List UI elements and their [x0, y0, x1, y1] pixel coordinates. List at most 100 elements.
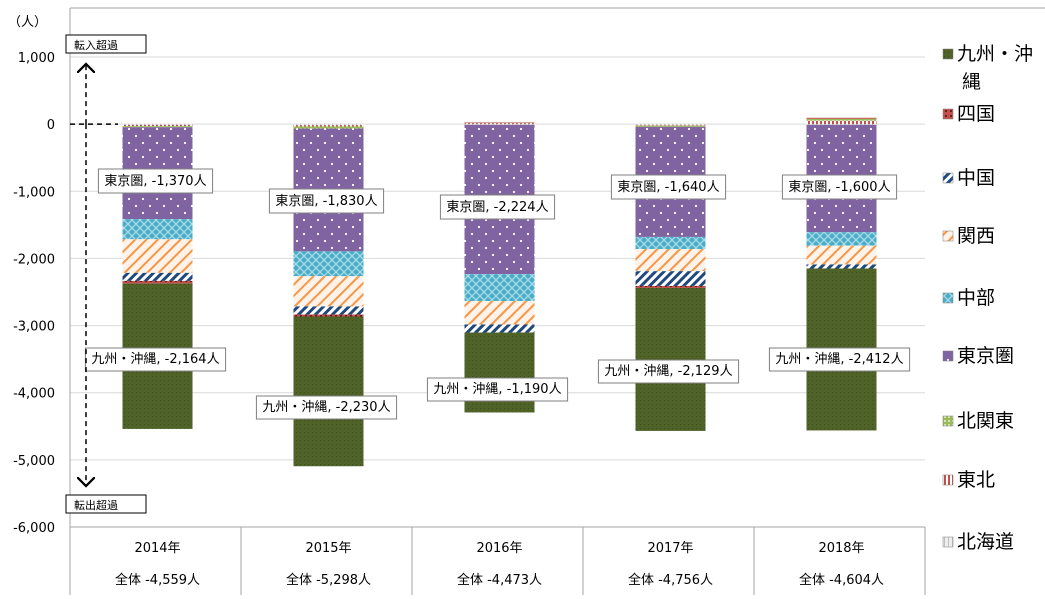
legend-swatch	[942, 415, 954, 427]
bar-segment	[464, 324, 535, 333]
bar-segment	[293, 306, 364, 315]
data-label-box	[781, 174, 898, 200]
total-label: 全体 -4,604人	[799, 572, 884, 588]
legend-label: 中国	[957, 167, 995, 189]
bar-stack	[806, 117, 877, 431]
data-label-box	[597, 359, 740, 384]
data-label: 東京圏, -1,370人	[97, 168, 214, 194]
legend-swatch	[942, 350, 954, 362]
x-category-label: 2016年	[476, 541, 522, 556]
data-label: 九州・沖縄, -2,230人	[255, 395, 398, 420]
legend-label: 四国	[957, 103, 995, 125]
data-label: 東京圏, -1,600人	[781, 174, 898, 200]
legend-item: 九州・沖縄	[942, 43, 1033, 93]
bar-segment	[635, 287, 706, 431]
data-label-box	[768, 347, 911, 372]
bar-segment	[635, 124, 706, 125]
data-label: 東京圏, -2,224人	[439, 194, 556, 220]
data-label-text: 東京圏, -1,640人	[617, 179, 719, 195]
legend-swatch	[942, 48, 954, 60]
y-tick-label: -2,000	[13, 252, 55, 267]
bar-segment	[293, 126, 364, 129]
bar-segment	[806, 120, 877, 125]
data-label-box	[255, 395, 398, 420]
y-tick-label: 0	[47, 118, 55, 133]
bar-segment	[635, 285, 706, 288]
bar-segment	[122, 126, 193, 128]
bar-segment	[806, 232, 877, 246]
bar-segment	[806, 264, 877, 269]
legend-item: 東北	[942, 469, 995, 491]
legend-label: 関西	[957, 225, 995, 247]
data-label-text: 九州・沖縄, -2,164人	[91, 352, 219, 367]
bar-segment	[806, 245, 877, 265]
bar-segment	[122, 272, 193, 281]
y-tick-label: -5,000	[13, 454, 55, 469]
x-category-label: 2014年	[134, 541, 180, 556]
annotation-inflow-text: 転入超過	[74, 38, 118, 52]
legend-label: 北関東	[957, 410, 1014, 432]
data-label-text: 九州・沖縄, -2,230人	[262, 400, 390, 415]
data-label-box	[610, 174, 727, 200]
bar-segment	[293, 276, 364, 307]
bar-segment	[293, 251, 364, 277]
legend-swatch	[942, 474, 954, 486]
total-label: 全体 -5,298人	[286, 572, 371, 588]
bar-segment	[464, 122, 535, 123]
bar-segment	[635, 236, 706, 250]
legend-label: 中部	[957, 287, 995, 309]
data-label-text: 東京圏, -2,224人	[446, 199, 548, 215]
annotation-outflow: 転出超過	[65, 494, 147, 514]
data-label-box	[268, 188, 385, 214]
bar-segment	[806, 124, 877, 125]
bar-segment	[635, 125, 706, 127]
legend-label-cont: 縄	[962, 71, 981, 93]
legend-label: 北海道	[957, 531, 1014, 553]
bar-stack	[464, 122, 535, 413]
bars	[122, 117, 877, 467]
data-label: 九州・沖縄, -2,129人	[597, 359, 740, 384]
data-label: 九州・沖縄, -1,190人	[426, 377, 569, 402]
total-label: 全体 -4,473人	[457, 572, 542, 588]
bar-segment	[293, 314, 364, 317]
legend-item: 四国	[942, 103, 995, 125]
bar-segment	[464, 300, 535, 325]
data-label-text: 東京圏, -1,600人	[788, 179, 890, 195]
legend-item: 北関東	[942, 410, 1014, 432]
data-label-text: 東京圏, -1,370人	[104, 173, 206, 189]
bar-stack	[635, 124, 706, 431]
bar-segment	[122, 280, 193, 284]
y-tick-label: -1,000	[13, 185, 55, 200]
legend-label: 東北	[957, 469, 995, 491]
annotation-outflow-text: 転出超過	[74, 498, 118, 512]
legend-item: 東京圏	[942, 345, 1014, 367]
x-category-label: 2018年	[818, 541, 864, 556]
data-label-box	[97, 168, 214, 194]
y-tick-label: -4,000	[13, 387, 55, 402]
bar-segment	[464, 274, 535, 301]
data-label: 東京圏, -1,830人	[268, 188, 385, 214]
annotation-inflow-box	[65, 34, 147, 54]
legend-swatch	[942, 536, 954, 548]
data-label: 九州・沖縄, -2,164人	[84, 347, 227, 372]
legend-swatch	[942, 172, 954, 184]
data-label-text: 東京圏, -1,830人	[275, 193, 377, 209]
legend-swatch	[942, 108, 954, 120]
y-unit-label: （人）	[8, 15, 47, 30]
bar-segment	[635, 124, 706, 126]
total-label: 全体 -4,756人	[628, 572, 713, 588]
legend-label: 東京圏	[957, 345, 1014, 367]
total-label: 全体 -4,559人	[115, 572, 200, 588]
bar-segment	[293, 125, 364, 127]
x-category-label: 2015年	[305, 541, 351, 556]
bar-segment	[293, 124, 364, 126]
data-label-text: 九州・沖縄, -1,190人	[433, 382, 561, 397]
data-label: 九州・沖縄, -2,412人	[768, 347, 911, 372]
data-label-box	[426, 377, 569, 402]
bar-segment	[635, 271, 706, 286]
